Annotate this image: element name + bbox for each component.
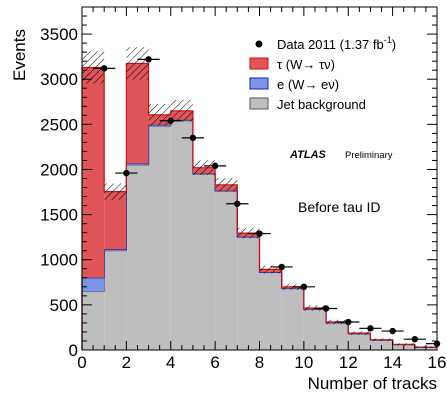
uncertainty-band bbox=[82, 47, 437, 349]
uncertainty-bin-3 bbox=[126, 47, 149, 80]
x-tick-label-2: 2 bbox=[122, 353, 131, 372]
x-tick-label-12: 12 bbox=[339, 353, 358, 372]
x-tick-label-16: 16 bbox=[428, 353, 447, 372]
data-point-5 bbox=[189, 134, 197, 142]
legend-electron-label: e (W→ eν) bbox=[277, 77, 339, 92]
selection-stage-label: Before tau ID bbox=[298, 199, 381, 215]
y-tick-label-3500: 3500 bbox=[40, 25, 78, 44]
data-point-3 bbox=[145, 56, 152, 63]
bar-jet-bin-13 bbox=[348, 333, 371, 350]
bar-jet-bin-5 bbox=[170, 120, 193, 350]
uncertainty-bin-2 bbox=[104, 183, 127, 200]
data-point-12 bbox=[345, 318, 352, 326]
data-point-9 bbox=[278, 263, 285, 271]
uncertainty-bin-15 bbox=[392, 343, 415, 346]
data-point-14 bbox=[389, 327, 396, 335]
y-tick-label-2000: 2000 bbox=[40, 160, 78, 179]
uncertainty-bin-14 bbox=[370, 338, 393, 342]
y-tick-label-1500: 1500 bbox=[40, 206, 78, 225]
x-tick-label-14: 14 bbox=[383, 353, 402, 372]
data-point-6 bbox=[211, 162, 219, 170]
legend-tau-swatch bbox=[249, 57, 269, 70]
data-point-8 bbox=[256, 230, 263, 237]
experiment-label: ATLAS bbox=[289, 149, 327, 161]
legend-electron-swatch bbox=[249, 77, 269, 90]
bar-jet-bin-1 bbox=[82, 291, 105, 350]
bar-electron-bin-2 bbox=[104, 249, 127, 251]
bar-tau-bin-1 bbox=[82, 67, 105, 278]
x-axis-title: Number of tracks bbox=[308, 374, 437, 393]
x-tick-label-4: 4 bbox=[166, 353, 175, 372]
uncertainty-bin-6 bbox=[192, 160, 216, 175]
uncertainty-bin-1 bbox=[82, 51, 105, 84]
y-tick-label-2500: 2500 bbox=[40, 115, 78, 134]
uncertainty-bin-7 bbox=[215, 178, 238, 192]
y-tick-label-3000: 3000 bbox=[40, 70, 78, 89]
bar-jet-bin-6 bbox=[192, 173, 216, 350]
legend-jet-label: Jet background bbox=[277, 97, 366, 112]
bar-jet-bin-2 bbox=[104, 250, 127, 350]
bar-tau-bin-3 bbox=[126, 63, 149, 164]
data-point-7 bbox=[234, 200, 241, 207]
data-point-1 bbox=[100, 65, 108, 72]
y-tick-label-0: 0 bbox=[69, 341, 78, 360]
status-label: Preliminary bbox=[345, 150, 393, 161]
bar-jet-bin-7 bbox=[215, 191, 238, 350]
uncertainty-bin-4 bbox=[148, 104, 171, 126]
x-tick-label-10: 10 bbox=[294, 353, 313, 372]
x-tick-label-0: 0 bbox=[77, 353, 86, 372]
data-point-13 bbox=[367, 325, 374, 332]
bar-jet-bin-8 bbox=[237, 237, 260, 350]
x-tick-label-8: 8 bbox=[255, 353, 264, 372]
data-point-4 bbox=[167, 117, 174, 124]
bar-jet-bin-4 bbox=[148, 126, 171, 350]
legend-tau-label: τ (W→ τν) bbox=[277, 57, 335, 72]
bar-jet-bin-10 bbox=[281, 288, 304, 350]
uncertainty-bin-13 bbox=[348, 331, 371, 335]
data-point-15 bbox=[411, 335, 419, 343]
uncertainty-bin-5 bbox=[170, 99, 193, 122]
y-tick-label-1000: 1000 bbox=[40, 251, 78, 270]
bar-tau-bin-2 bbox=[104, 191, 127, 250]
bar-jet-bin-9 bbox=[259, 272, 282, 350]
legend-data-label: Data 2011 (1.37 fb-1) bbox=[277, 35, 396, 52]
uncertainty-bin-9 bbox=[259, 265, 282, 274]
bar-jet-bin-3 bbox=[126, 164, 149, 350]
legend: Data 2011 (1.37 fb-1) τ (W→ τν) e (W→ eν… bbox=[249, 35, 396, 112]
bar-electron-bin-1 bbox=[82, 277, 105, 292]
data-point-2 bbox=[123, 169, 130, 177]
stacked-bars bbox=[81, 62, 437, 350]
data-points bbox=[93, 56, 441, 347]
bar-electron-bin-3 bbox=[126, 163, 149, 165]
axes: 0 2 4 6 8 10 12 14 16 0 500 1000 1500 2000 2500 3000 350… bbox=[40, 6, 447, 372]
bar-jet-bin-12 bbox=[326, 322, 349, 350]
y-axis-title: Events bbox=[10, 29, 29, 81]
bar-jet-bin-11 bbox=[303, 309, 327, 350]
legend-data-marker bbox=[255, 40, 263, 48]
x-tick-label-6: 6 bbox=[210, 353, 219, 372]
data-point-11 bbox=[322, 305, 330, 312]
y-tick-label-500: 500 bbox=[50, 296, 78, 315]
legend-jet-swatch bbox=[249, 97, 269, 110]
data-point-10 bbox=[300, 283, 308, 291]
